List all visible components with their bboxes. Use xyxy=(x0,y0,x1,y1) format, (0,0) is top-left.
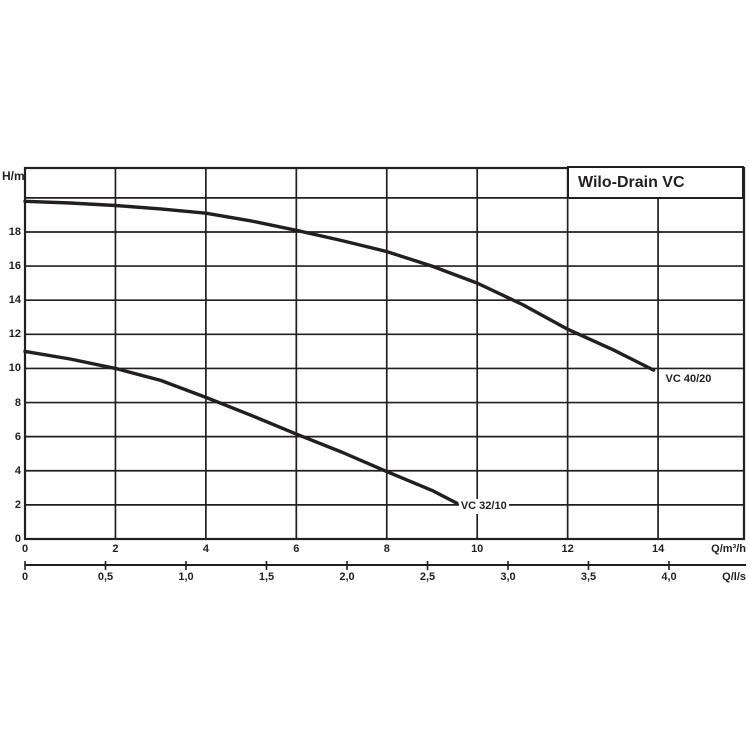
x-axis-unit-ls: Q/l/s xyxy=(722,571,746,583)
x-tick-label-m3h: 6 xyxy=(293,543,300,555)
x-tick-label-m3h: 0 xyxy=(21,543,29,555)
y-tick-label: 6 xyxy=(14,430,21,443)
x-tick-label-m3h: 2 xyxy=(112,543,119,555)
x-tick-label-ls: 0,5 xyxy=(97,571,114,583)
y-tick-label: 8 xyxy=(14,396,21,409)
y-tick-label: 16 xyxy=(8,260,21,273)
x-tick-label-m3h: 4 xyxy=(202,543,209,555)
y-tick-label: 4 xyxy=(14,464,21,477)
x-axis-unit-m3h: Q/m³/h xyxy=(711,543,746,555)
x-tick-label-ls: 3,5 xyxy=(580,571,597,583)
plot-frame xyxy=(23,166,746,541)
x-tick-label-ls: 1,0 xyxy=(178,571,194,583)
x-tick-label-ls: 1,5 xyxy=(258,571,275,583)
x-tick-label-ls: 3,0 xyxy=(500,571,516,583)
chart-title-box: Wilo-Drain VC xyxy=(567,166,744,199)
curve-vc-40-20 xyxy=(23,199,656,372)
x-tick-label-m3h: 14 xyxy=(651,543,665,555)
x-tick-label-m3h: 12 xyxy=(561,543,574,555)
curve-vc-32-10 xyxy=(23,349,459,505)
x-tick-label-ls: 0 xyxy=(21,571,29,583)
y-tick-label: 12 xyxy=(8,328,21,341)
y-tick-label: 2 xyxy=(14,498,21,511)
x-tick-label-ls: 2,0 xyxy=(339,571,355,583)
chart-title: Wilo-Drain VC xyxy=(578,173,685,191)
y-tick-label: 10 xyxy=(8,362,21,375)
y-tick-label: 0 xyxy=(14,533,21,545)
x-tick-label-m3h: 8 xyxy=(383,543,390,555)
x-tick-label-ls: 2,5 xyxy=(419,571,436,583)
y-tick-label: 14 xyxy=(8,294,21,307)
curve-label: VC 32/10 xyxy=(458,499,509,515)
curve-label: VC 40/20 xyxy=(663,372,714,388)
y-tick-label: 18 xyxy=(8,225,21,238)
x-tick-label-m3h: 10 xyxy=(471,543,484,555)
x-tick-label-ls: 4,0 xyxy=(661,571,677,583)
y-axis-unit-label: H/m xyxy=(2,169,25,183)
